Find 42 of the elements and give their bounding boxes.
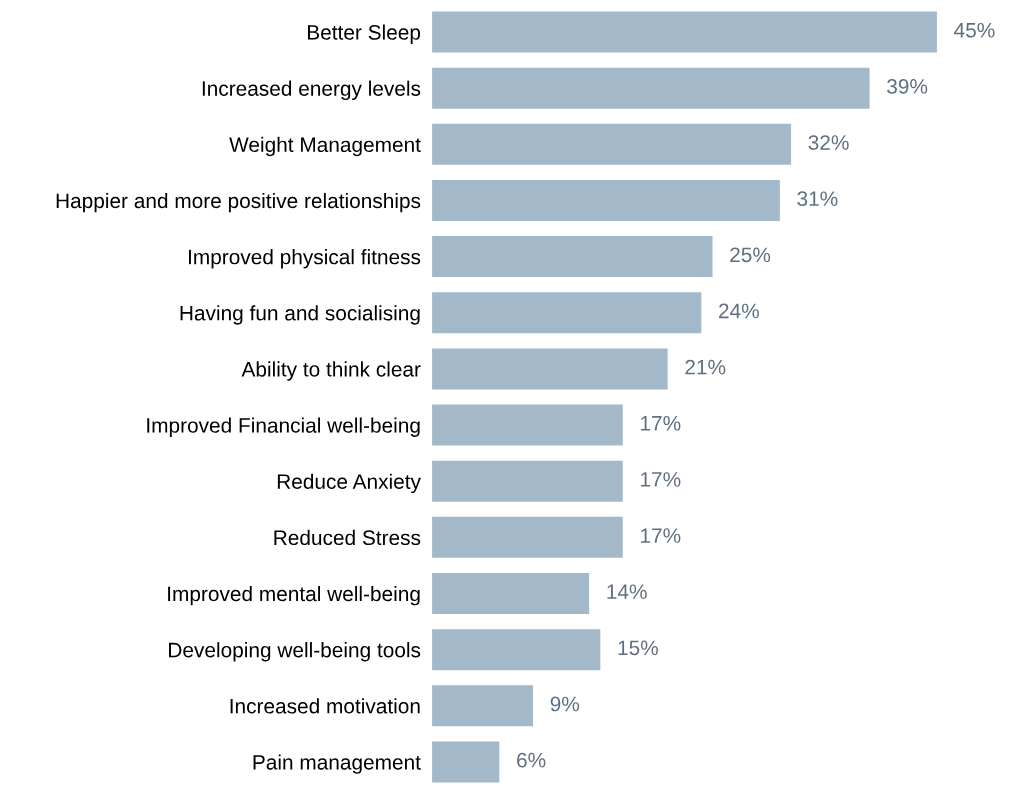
- y-tick-label: Ability to think clear: [241, 361, 421, 381]
- bar: [432, 741, 500, 783]
- data-label: 17%: [641, 472, 681, 487]
- data-label: 14%: [607, 584, 647, 599]
- bar: [432, 685, 534, 727]
- bar: [432, 516, 623, 558]
- bar: [432, 123, 792, 165]
- bar: [432, 404, 623, 446]
- data-label: 31%: [797, 191, 838, 207]
- data-label: 24%: [719, 303, 759, 319]
- data-label: 9%: [550, 696, 580, 712]
- data-label: 25%: [730, 247, 771, 263]
- bar: [432, 11, 937, 53]
- y-tick-label: Reduce Anxiety: [277, 473, 421, 494]
- y-tick-label: Improved physical fitness: [188, 249, 421, 269]
- bar: [432, 67, 870, 109]
- y-tick-label: Pain management: [253, 754, 421, 774]
- data-label: 45%: [954, 22, 995, 38]
- y-tick-label: Better Sleep: [308, 24, 421, 44]
- y-tick-label: Increased energy levels: [202, 80, 421, 101]
- bar: [432, 236, 713, 278]
- data-label: 32%: [808, 135, 849, 150]
- y-tick-label: Developing well-being tools: [169, 642, 421, 662]
- bar: [432, 629, 601, 671]
- data-label: 15%: [618, 640, 658, 656]
- data-label: 6%: [517, 752, 546, 768]
- y-tick-label: Improved mental well-being: [168, 585, 420, 606]
- bar: [432, 348, 668, 390]
- y-tick-label: Increased motivation: [230, 698, 420, 714]
- y-tick-label: Having fun and socialising: [180, 305, 420, 325]
- data-label: 21%: [685, 359, 726, 375]
- bar: [432, 179, 780, 221]
- data-label: 17%: [641, 415, 681, 431]
- y-tick-label: Improved Financial well-being: [147, 417, 420, 437]
- bar: [432, 572, 590, 614]
- data-label: 39%: [887, 79, 928, 94]
- bar: [432, 460, 623, 502]
- y-tick-label: Happier and more positive relationships: [56, 192, 421, 213]
- y-tick-label: Reduced Stress: [274, 529, 421, 546]
- data-label: 17%: [641, 528, 681, 543]
- y-tick-label: Weight Management: [229, 136, 421, 157]
- bar: [432, 292, 702, 334]
